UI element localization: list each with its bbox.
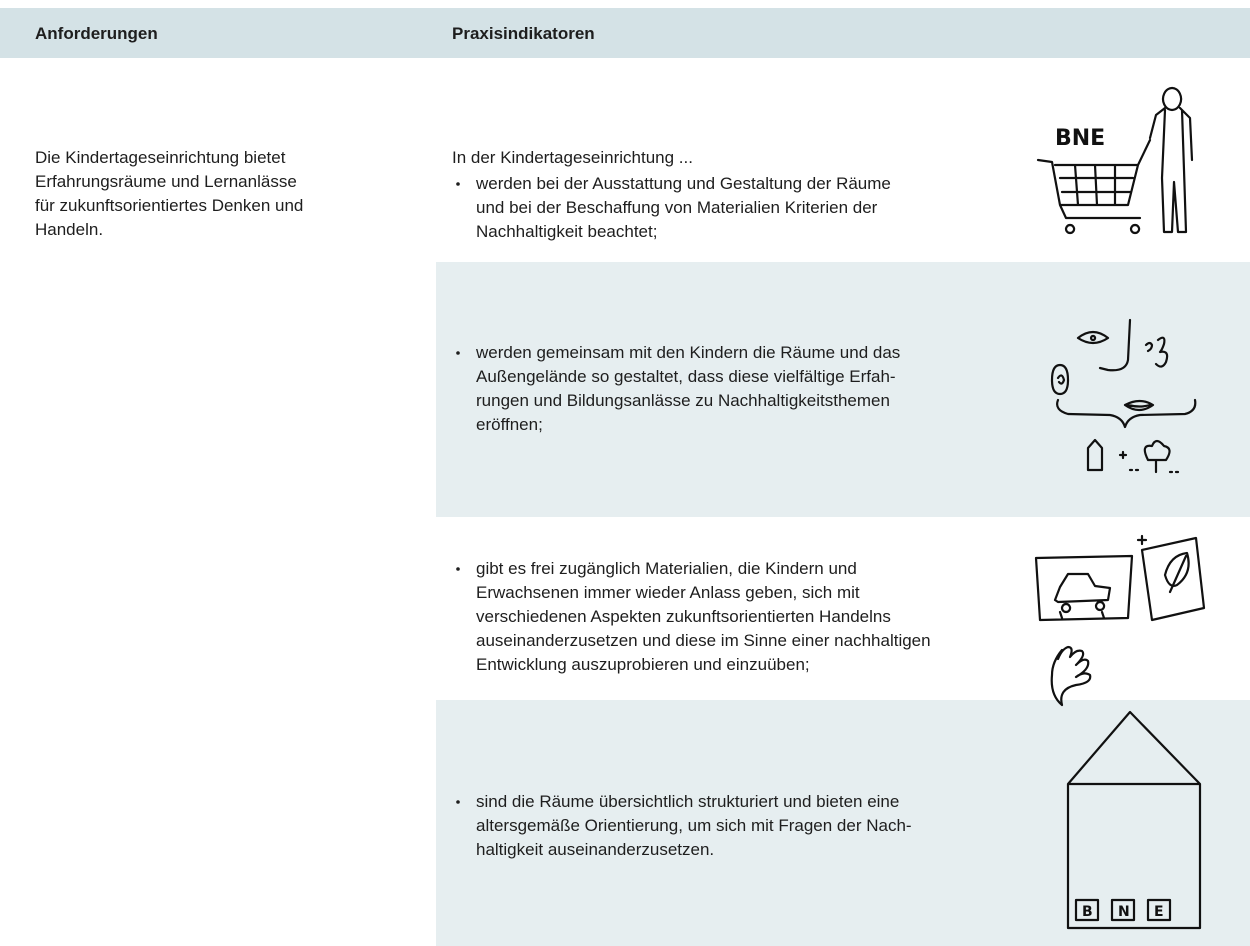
header-col2: Praxisindikatoren (452, 24, 595, 43)
text-line: auseinanderzusetzen und diese im Sinne e… (476, 631, 931, 650)
text-line: sind die Räume übersichtlich strukturier… (476, 792, 899, 811)
items: werden bei der Ausstattung und Gestaltun… (456, 174, 931, 859)
text-line: Die Kindertageseinrichtung bietet (35, 148, 286, 167)
header-col1: Anforderungen (35, 24, 158, 43)
text-line: rungen und Bildungsanlässe zu Nachhaltig… (476, 391, 890, 410)
header-band (0, 8, 1250, 58)
text-line: werden bei der Ausstattung und Gestaltun… (475, 174, 891, 193)
cart-illustration: BNE (1036, 86, 1194, 235)
bullet (456, 567, 460, 571)
bullet (456, 800, 460, 804)
text-line: werden gemeinsam mit den Kindern die Räu… (475, 343, 900, 362)
text-line: Entwicklung auszuprobieren und einzuüben… (476, 655, 810, 674)
left-text: Die Kindertageseinrichtung bietet Erfahr… (35, 148, 303, 239)
text-line: verschiedenen Aspekten zukunftsorientier… (476, 607, 891, 626)
illustration-label: BNE (1055, 126, 1105, 151)
materials-illustration (1034, 534, 1206, 707)
text-line: eröffnen; (476, 415, 543, 434)
senses-illustration (1050, 318, 1197, 474)
house-blocks: B N E (1074, 898, 1172, 922)
intro: In der Kindertageseinrichtung ... (452, 148, 693, 167)
row-band (436, 262, 1250, 517)
bullet (456, 351, 460, 355)
text-line: und bei der Beschaffung von Materialien … (476, 198, 878, 217)
text-line: gibt es frei zugänglich Materialien, die… (476, 559, 857, 578)
text-line: Außengelände so gestaltet, dass diese vi… (476, 367, 896, 386)
text-line: haltigkeit auseinanderzusetzen. (476, 840, 714, 859)
text-line: Handeln. (35, 220, 103, 239)
house-illustration: B N E (1066, 710, 1202, 930)
bullet (456, 182, 460, 186)
illustration-label: N (1118, 904, 1130, 920)
text-line: Nachhaltigkeit beachtet; (476, 222, 657, 241)
illustration-label: E (1154, 904, 1164, 920)
text-line: Erwachsenen immer wieder Anlass geben, s… (476, 583, 860, 602)
text-line: altersgemäße Orientierung, um sich mit F… (476, 816, 912, 835)
row-band (436, 700, 1250, 946)
illustration-label: B (1082, 904, 1093, 920)
text-line: für zukunftsorientiertes Denken und (35, 196, 303, 215)
text-line: Erfahrungsräume und Lernanlässe (35, 172, 297, 191)
